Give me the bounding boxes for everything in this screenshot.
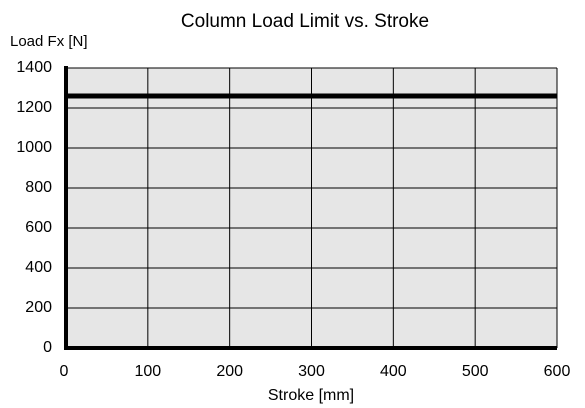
x-tick-label: 300	[298, 363, 325, 380]
x-tick-label: 400	[380, 363, 407, 380]
x-axis-label: Stroke [mm]	[268, 387, 354, 404]
y-tick-label: 200	[25, 299, 52, 316]
x-tick-label: 500	[462, 363, 489, 380]
y-tick-label: 400	[25, 259, 52, 276]
x-tick-label: 0	[60, 363, 69, 380]
x-tick-label: 600	[544, 363, 571, 380]
chart-title: Column Load Limit vs. Stroke	[181, 11, 429, 32]
x-tick-label: 100	[134, 363, 161, 380]
y-tick-label: 0	[43, 339, 52, 356]
y-tick-label: 800	[25, 179, 52, 196]
y-tick-label: 600	[25, 219, 52, 236]
x-tick-label: 200	[216, 363, 243, 380]
y-tick-label: 1400	[16, 59, 52, 76]
y-tick-label: 1200	[16, 99, 52, 116]
y-tick-label: 1000	[16, 139, 52, 156]
y-axis-label: Load Fx [N]	[10, 33, 88, 50]
